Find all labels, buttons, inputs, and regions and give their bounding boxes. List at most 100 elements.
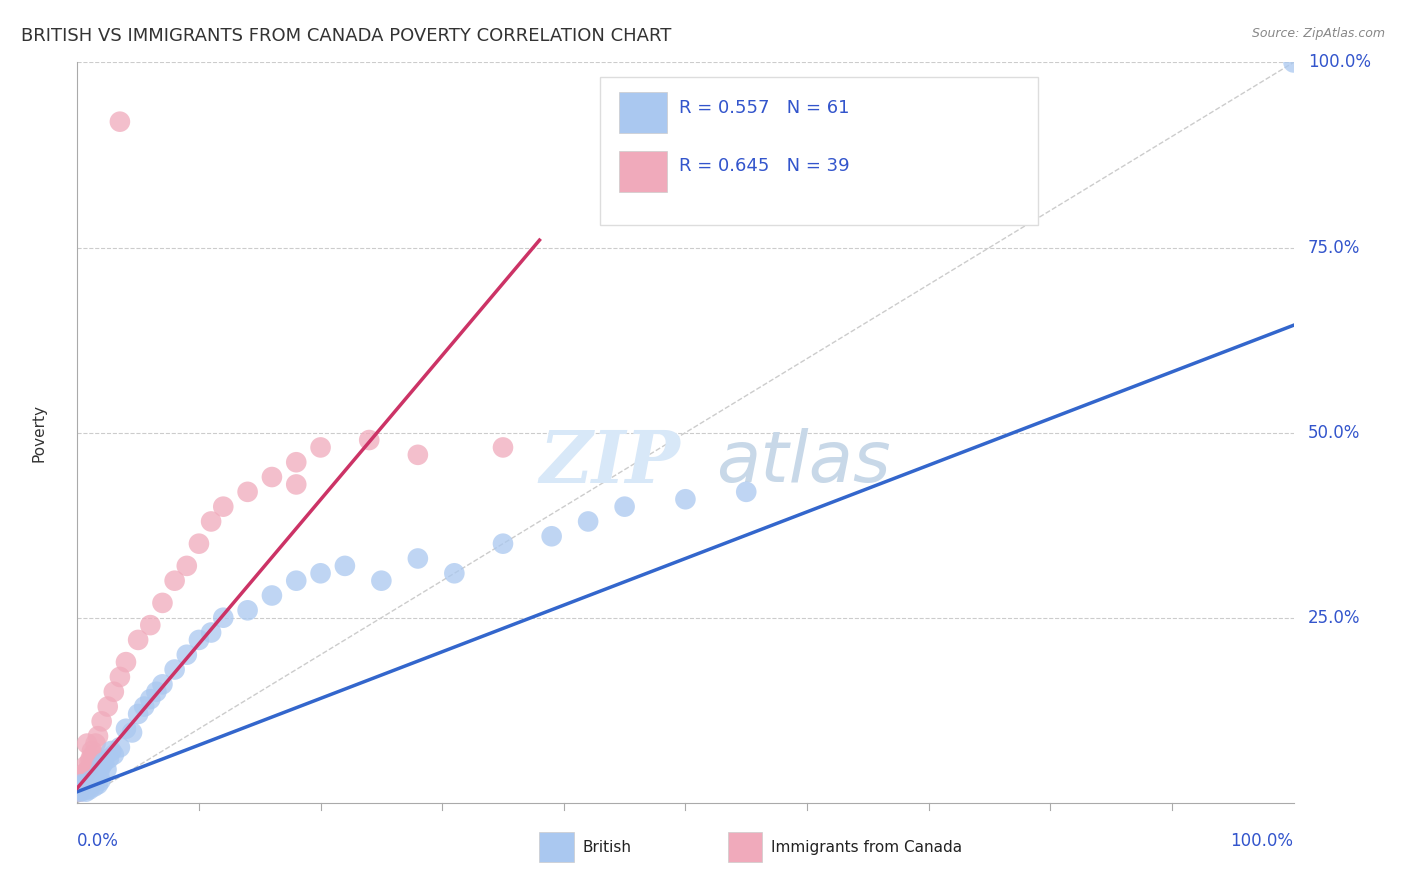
Point [97, 699, 120, 714]
Point [75, 782, 97, 797]
Point [70, 777, 93, 791]
Text: 25.0%: 25.0% [1308, 608, 1361, 627]
Point [176, 558, 198, 573]
Point [83, 780, 105, 794]
Point [69, 780, 91, 794]
Point [576, 515, 599, 529]
Point [492, 441, 515, 455]
Text: Source: ZipAtlas.com: Source: ZipAtlas.com [1251, 27, 1385, 40]
Text: R = 0.645   N = 39: R = 0.645 N = 39 [679, 157, 851, 175]
Point [79, 777, 101, 791]
Text: 0.0%: 0.0% [77, 832, 120, 850]
Bar [728, 832, 762, 862]
Point [84, 737, 107, 751]
Point [115, 655, 138, 669]
Point [359, 433, 381, 447]
FancyBboxPatch shape [600, 78, 1038, 226]
Point [103, 685, 125, 699]
Point [80, 744, 103, 758]
Point [127, 706, 149, 721]
Point [613, 500, 636, 514]
Text: 100.0%: 100.0% [1308, 54, 1371, 71]
Bar [619, 92, 668, 133]
Point [134, 699, 156, 714]
Point [75, 758, 97, 772]
Point [285, 455, 308, 469]
Text: 100.0%: 100.0% [1230, 832, 1294, 850]
Point [87, 777, 110, 791]
Point [69, 785, 91, 799]
Point [70, 784, 93, 798]
Point [675, 492, 697, 507]
Point [73, 777, 96, 791]
Point [163, 663, 186, 677]
Point [139, 692, 162, 706]
Point [80, 751, 103, 765]
Point [333, 558, 356, 573]
Point [86, 770, 108, 784]
Point [69, 777, 91, 791]
Point [108, 670, 131, 684]
Point [406, 448, 429, 462]
Point [139, 618, 162, 632]
Point [309, 566, 332, 581]
Point [443, 566, 465, 581]
Point [70, 780, 93, 795]
Text: 75.0%: 75.0% [1308, 238, 1361, 257]
Point [540, 529, 562, 543]
Point [103, 747, 125, 762]
Point [75, 785, 97, 799]
Point [200, 625, 222, 640]
Text: 50.0%: 50.0% [1308, 424, 1361, 442]
Point [406, 551, 429, 566]
Point [80, 773, 103, 788]
Point [69, 785, 91, 799]
Point [89, 766, 111, 780]
Point [236, 484, 259, 499]
Text: Immigrants from Canada: Immigrants from Canada [770, 839, 962, 855]
Point [72, 770, 94, 784]
Point [492, 536, 515, 550]
Bar [540, 832, 574, 862]
Point [73, 766, 96, 780]
Point [67, 782, 90, 797]
Point [152, 596, 174, 610]
Text: R = 0.557   N = 61: R = 0.557 N = 61 [679, 99, 849, 118]
Point [70, 780, 93, 795]
Point [145, 685, 167, 699]
Text: British: British [582, 839, 631, 855]
Point [200, 515, 222, 529]
Bar [619, 152, 668, 192]
Point [70, 782, 93, 797]
Point [260, 589, 283, 603]
Point [152, 677, 174, 691]
Point [77, 763, 100, 777]
Point [72, 780, 94, 794]
Point [97, 751, 120, 765]
Point [79, 782, 101, 797]
Text: Poverty: Poverty [32, 403, 46, 462]
Point [70, 773, 93, 788]
Point [93, 755, 115, 769]
Point [76, 737, 98, 751]
Point [176, 648, 198, 662]
Point [212, 500, 235, 514]
Point [77, 780, 100, 795]
Point [212, 610, 235, 624]
Point [108, 114, 131, 128]
Point [96, 763, 118, 777]
Point [90, 758, 112, 772]
Point [121, 725, 143, 739]
Point [260, 470, 283, 484]
Point [370, 574, 392, 588]
Point [67, 780, 90, 795]
Point [115, 722, 138, 736]
Text: BRITISH VS IMMIGRANTS FROM CANADA POVERTY CORRELATION CHART: BRITISH VS IMMIGRANTS FROM CANADA POVERT… [21, 27, 672, 45]
Point [90, 714, 112, 729]
Point [82, 747, 104, 762]
Text: ZIP: ZIP [540, 426, 681, 498]
Point [188, 536, 211, 550]
Point [309, 441, 332, 455]
Point [127, 632, 149, 647]
Point [80, 777, 103, 791]
